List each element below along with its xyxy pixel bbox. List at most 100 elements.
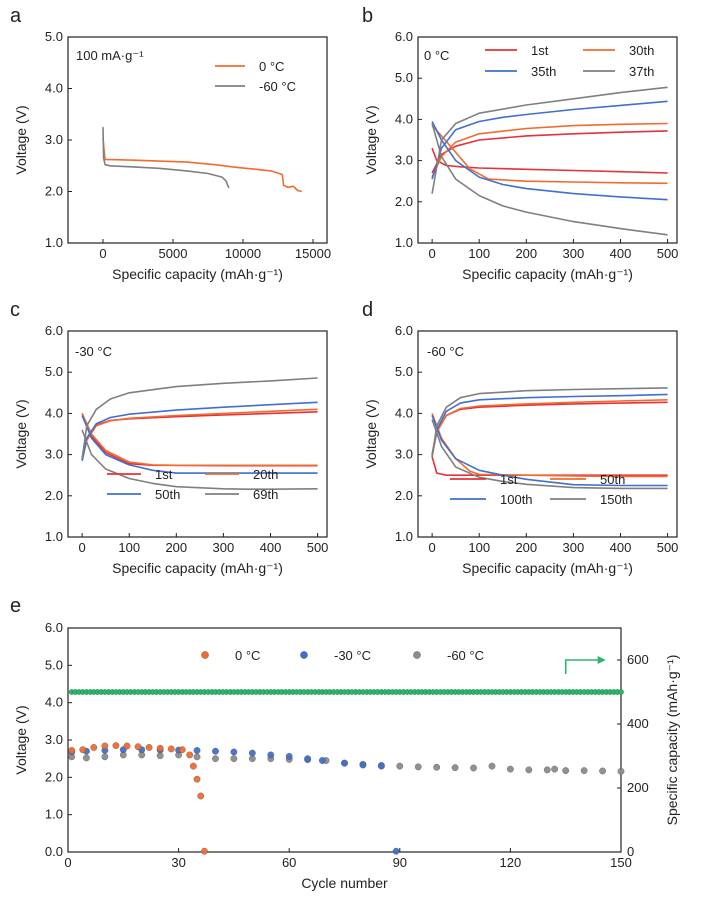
voltage-marker-60c xyxy=(551,765,559,773)
y-axis-label-e: Voltage (V) xyxy=(13,705,29,774)
plot-frame-b xyxy=(417,36,678,244)
voltage-marker-30c xyxy=(359,761,367,769)
series-line-c-69th-discharge xyxy=(81,429,318,491)
y-tick-label-d: 6.0 xyxy=(395,323,413,338)
x-tick-label-d: 500 xyxy=(657,540,679,555)
capacity-marker xyxy=(618,689,624,695)
y-tick-label-d: 5.0 xyxy=(395,364,413,379)
voltage-marker-60c xyxy=(599,767,606,775)
voltage-marker-60c xyxy=(230,755,238,763)
x-tick-label-b: 400 xyxy=(610,246,632,261)
voltage-marker-60c xyxy=(470,764,477,772)
voltage-marker-0c xyxy=(112,742,120,749)
voltage-marker-0c xyxy=(79,746,87,754)
x-tick-label-d: 100 xyxy=(468,540,490,555)
voltage-marker-60c xyxy=(488,762,496,770)
x-tick-label-c: 100 xyxy=(118,540,140,555)
voltage-marker-30c xyxy=(285,753,293,760)
voltage-marker-30c xyxy=(304,755,312,763)
x-tick-label-c: 500 xyxy=(307,540,329,555)
legend-label-e: 0 °C xyxy=(235,648,260,663)
x-axis-label-b: Specific capacity (mAh·g⁻¹) xyxy=(462,266,633,282)
voltage-marker-30c xyxy=(193,747,201,754)
y-tick-label-c: 4.0 xyxy=(45,405,63,420)
panel-letter-c: c xyxy=(10,299,20,321)
series-line-d-50th-charge xyxy=(431,399,668,457)
voltage-marker-30c xyxy=(248,749,256,757)
y-tick-label-a: 5.0 xyxy=(45,29,63,44)
voltage-marker-0c xyxy=(145,744,153,751)
y-tick-label-e: 5.0 xyxy=(45,657,63,672)
x-tick-label-c: 300 xyxy=(213,540,235,555)
voltage-marker-60c xyxy=(433,763,441,771)
y-tick-label-b: 3.0 xyxy=(395,153,413,168)
voltage-marker-30c xyxy=(230,748,238,756)
y-tick-label-c: 6.0 xyxy=(45,323,63,338)
y-tick-label-c: 3.0 xyxy=(45,447,63,462)
legend-marker-e xyxy=(201,651,209,659)
voltage-marker-0c xyxy=(134,743,142,751)
x-tick-label-e: 30 xyxy=(171,855,185,870)
y-tick-label-b: 1.0 xyxy=(395,235,413,250)
series-line-c-69th-charge xyxy=(81,377,318,459)
voltage-marker-30c xyxy=(341,759,348,767)
panel-letter-a: a xyxy=(10,5,22,27)
voltage-marker-0c xyxy=(156,744,164,752)
x-tick-label-b: 500 xyxy=(657,246,679,261)
x-tick-label-c: 200 xyxy=(165,540,187,555)
legend-label-e: -30 °C xyxy=(334,648,371,663)
y-tick-label-c: 5.0 xyxy=(45,364,63,379)
panel-letter-b: b xyxy=(362,5,373,27)
y2-tick-label-e: 200 xyxy=(627,780,649,795)
y-tick-label-b: 6.0 xyxy=(395,29,413,44)
legend-label-c: 69th xyxy=(253,487,278,502)
y-tick-label-c: 2.0 xyxy=(45,488,63,503)
voltage-marker-0c xyxy=(90,744,98,751)
plot-frame-c xyxy=(67,330,328,538)
y2-tick-label-e: 400 xyxy=(627,716,649,731)
x-tick-label-e: 150 xyxy=(610,855,632,870)
x-tick-label-a: 10000 xyxy=(225,246,261,261)
x-tick-label-a: 0 xyxy=(99,246,106,261)
x-tick-label-d: 400 xyxy=(610,540,632,555)
voltage-marker-60c xyxy=(212,755,219,763)
legend-label-c: 50th xyxy=(155,487,180,502)
panel-letter-d: d xyxy=(362,299,373,321)
voltage-marker-30c xyxy=(318,757,326,764)
y-axis-label-d: Voltage (V) xyxy=(363,399,379,468)
y-tick-label-d: 1.0 xyxy=(395,529,413,544)
x-tick-label-b: 100 xyxy=(468,246,490,261)
voltage-marker-30c xyxy=(392,847,400,855)
legend-label-c: 20th xyxy=(253,467,278,482)
x-tick-label-a: 15000 xyxy=(295,246,331,261)
voltage-marker-30c xyxy=(377,762,385,770)
series-line-b-37th-discharge xyxy=(431,123,668,236)
y-tick-label-d: 4.0 xyxy=(395,405,413,420)
condition-annotation-c: -30 °C xyxy=(75,344,112,359)
series-line-c-20th-discharge xyxy=(81,413,318,467)
legend-label-d: 100th xyxy=(500,492,533,507)
legend-marker-e xyxy=(413,651,421,659)
y-tick-label-a: 1.0 xyxy=(45,235,63,250)
series-line-b-1st-discharge xyxy=(431,147,668,174)
legend-label-d: 150th xyxy=(600,492,633,507)
x-tick-label-d: 0 xyxy=(429,540,436,555)
series-line-b-37th-charge xyxy=(431,86,668,194)
series-line-a-0c xyxy=(102,137,302,193)
y-tick-label-e: 0.0 xyxy=(45,844,63,859)
y-tick-label-c: 1.0 xyxy=(45,529,63,544)
series-line-d-150th-discharge xyxy=(431,419,668,490)
voltage-marker-0c xyxy=(101,742,109,750)
voltage-marker-0c xyxy=(178,746,186,754)
voltage-marker-60c xyxy=(193,753,201,761)
condition-annotation-d: -60 °C xyxy=(427,344,464,359)
voltage-marker-60c xyxy=(451,764,459,772)
y-axis-label-a: Voltage (V) xyxy=(13,105,29,174)
series-line-b-35th-charge xyxy=(431,100,668,180)
legend-label-b: 35th xyxy=(531,64,556,79)
x-tick-label-b: 0 xyxy=(429,246,436,261)
legend-label-a: -60 °C xyxy=(259,79,296,94)
y-axis-label-b: Voltage (V) xyxy=(363,105,379,174)
voltage-marker-60c xyxy=(396,762,404,770)
